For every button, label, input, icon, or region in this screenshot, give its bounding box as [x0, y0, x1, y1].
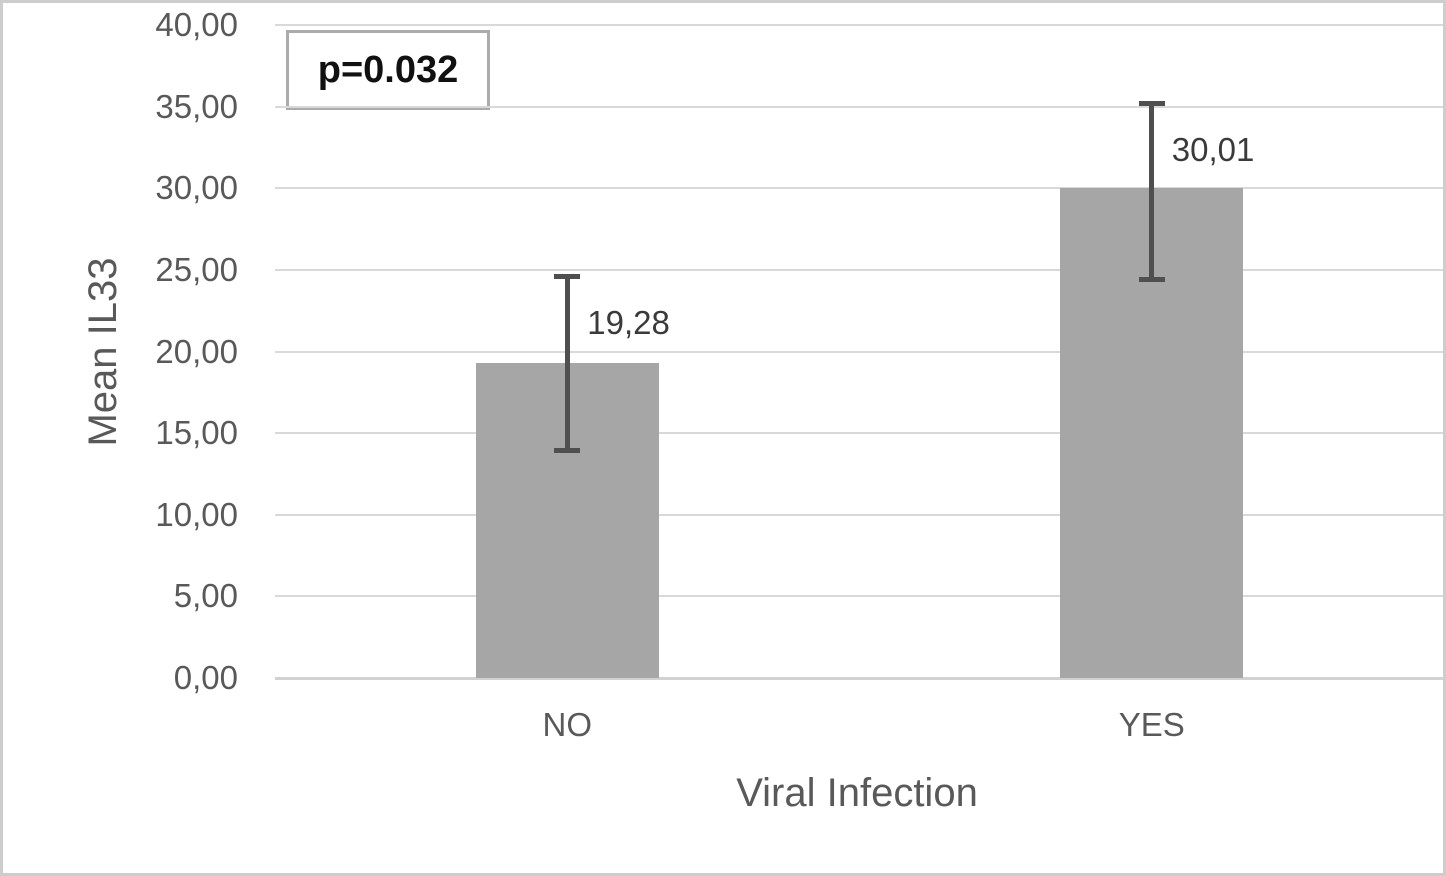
p-value-text: p=0.032: [317, 48, 459, 91]
x-axis-title-text: Viral Infection: [736, 771, 978, 815]
grid-line: [275, 350, 1443, 353]
y-axis-tick-label: 0,00: [173, 659, 238, 696]
error-bar-cap-bottom: [1138, 276, 1165, 282]
grid-line: [275, 595, 1443, 598]
grid-line: [275, 432, 1443, 435]
error-bar-line: [564, 276, 570, 452]
error-bar-cap-top: [1138, 101, 1165, 107]
error-bar-cap-bottom: [554, 448, 581, 454]
y-axis-tick-label: 40,00: [155, 6, 238, 43]
grid-line: [275, 677, 1443, 680]
y-axis-tick-label: 10,00: [155, 495, 238, 533]
y-axis-tick-label: 25,00: [155, 250, 238, 288]
y-axis-tick-label: 5,00: [173, 577, 238, 615]
y-axis-tick-label: 35,00: [155, 87, 238, 125]
grid-line: [275, 513, 1443, 516]
grid-line: [275, 105, 1443, 108]
y-axis-tick-label: 15,00: [155, 414, 238, 452]
grid-line: [275, 187, 1443, 190]
data-label: 30,01: [1171, 131, 1255, 169]
grid-line: [275, 268, 1443, 271]
error-bar-cap-top: [554, 274, 581, 280]
x-axis-title: Viral Infection: [3, 771, 1443, 816]
y-axis-tick-label: 30,00: [155, 169, 238, 207]
data-label: 19,28: [587, 304, 670, 342]
grid-line: [275, 24, 1443, 26]
p-value-box: p=0.032: [286, 30, 490, 110]
error-bar-line: [1149, 103, 1155, 280]
y-axis-tick-label: 20,00: [155, 332, 238, 370]
x-axis-tick-label: YES: [1118, 706, 1185, 743]
x-axis-tick-label: NO: [542, 706, 593, 743]
